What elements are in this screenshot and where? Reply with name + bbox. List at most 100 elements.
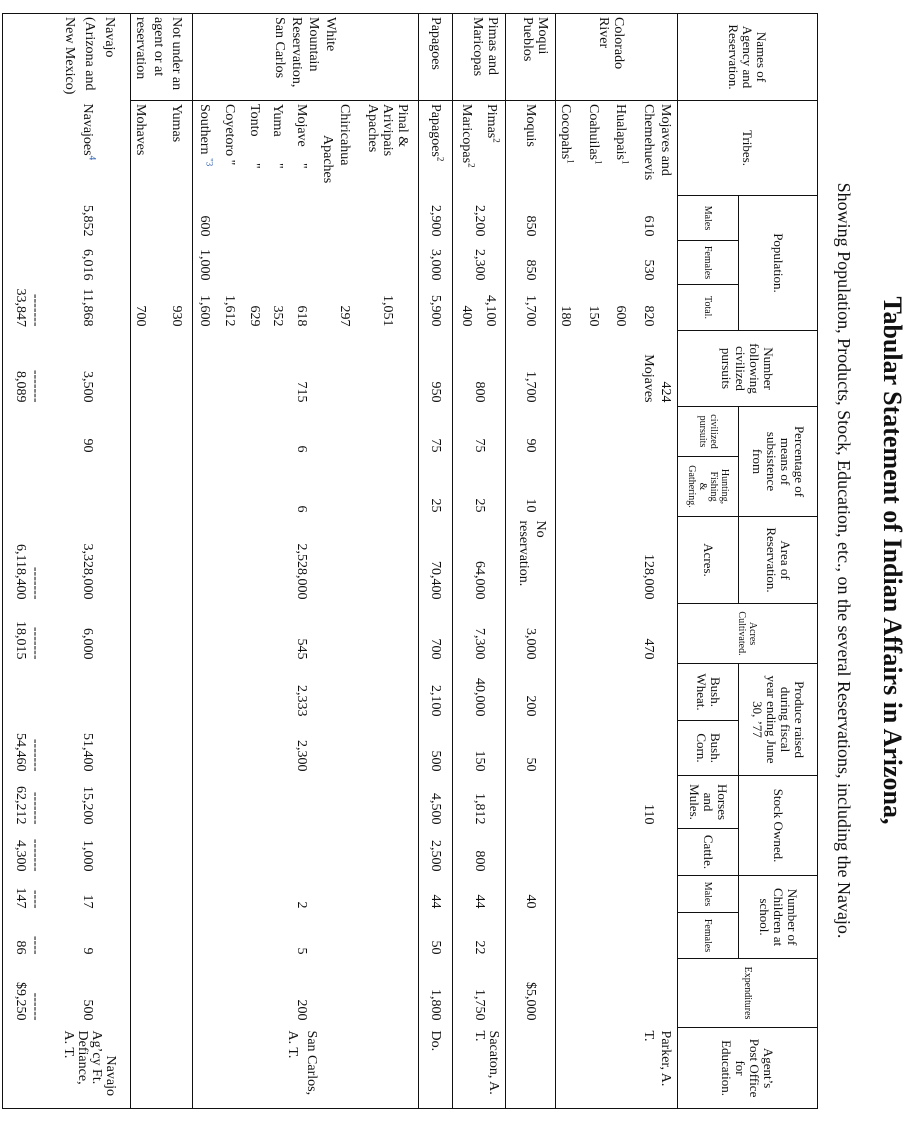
cell-text: New Mexico) bbox=[62, 17, 78, 95]
table-cell: 800 bbox=[452, 330, 506, 407]
cell-text: Coyetoro " bbox=[223, 101, 238, 196]
cell-text: Papagoes bbox=[428, 17, 444, 70]
cell-text: Parker, A. bbox=[658, 1030, 673, 1087]
cell-text: San Carlos bbox=[272, 17, 287, 79]
header-cattle: Cattle. bbox=[677, 828, 739, 876]
cell-text: 1,612 bbox=[222, 295, 238, 327]
cell-text: Moquis bbox=[523, 104, 538, 147]
tribe-name: Navajoes bbox=[80, 103, 96, 156]
cell-text: ------ bbox=[28, 992, 44, 1021]
cell-text: 1,700 bbox=[523, 295, 538, 327]
cell-text: ------- bbox=[28, 838, 44, 872]
cell-text: 40 bbox=[523, 894, 538, 909]
cell-text: No bbox=[533, 520, 548, 538]
tribe-name: Papagoes bbox=[428, 104, 444, 157]
table-cell: 150 bbox=[452, 720, 506, 776]
table-cell: 2,900 bbox=[418, 195, 453, 241]
cell-text: T. bbox=[641, 1030, 656, 1042]
table-row: Moqui Pueblos Moquis 850 850 1,700 1,700 90 10 No… bbox=[505, 13, 556, 1109]
table-cell: 2,300 bbox=[452, 240, 506, 285]
cell-text: Mojaves and bbox=[658, 104, 673, 176]
cell-text: Moqui bbox=[535, 17, 550, 55]
table-cell: 6 bbox=[192, 456, 419, 517]
cell-text: Apaches bbox=[365, 104, 381, 153]
cell-text: 850 bbox=[523, 215, 538, 237]
table-cell: Not under an agent or at reservation bbox=[130, 13, 193, 101]
cell-text: Yumas bbox=[169, 104, 185, 143]
table-cell bbox=[130, 958, 193, 1028]
cell-text: 8,089 bbox=[13, 371, 29, 403]
table-row: Pimas and Maricopas Pimas2 Maricopas2 2,200 2… bbox=[452, 13, 506, 1109]
cell-text: Hualapais1 bbox=[613, 101, 631, 196]
table-cell: 7,300 bbox=[452, 603, 506, 664]
table-cell bbox=[130, 875, 193, 913]
cell-text: 1,800 bbox=[428, 989, 444, 1021]
cell-text: 600 bbox=[613, 305, 628, 327]
statement-table: Names of Agency and Reservation. Tribes.… bbox=[2, 13, 818, 1110]
header-row: Names of Agency and Reservation. Tribes.… bbox=[677, 13, 818, 1109]
table-cell: 90 bbox=[505, 406, 556, 457]
table-cell: 2 bbox=[192, 875, 419, 913]
cell-text: 2 bbox=[294, 901, 310, 909]
table-row: White Mountain Reservation, San Carlos Pinal… bbox=[192, 13, 419, 1109]
cell-text: San Carlos, bbox=[304, 1030, 320, 1096]
tribe-name: Tonto bbox=[247, 104, 263, 137]
table-cell: 500 bbox=[418, 720, 453, 776]
cell-text: 7,300 bbox=[472, 628, 488, 660]
table-cell: 820 600 150 180 bbox=[555, 284, 678, 331]
table-cell: 1,812 bbox=[452, 775, 506, 829]
table-cell bbox=[130, 603, 193, 664]
table-cell: 50 bbox=[418, 912, 453, 959]
header-horses: Horses and Mules. bbox=[677, 775, 739, 829]
table-cell: 25 bbox=[452, 456, 506, 517]
cell-text: Pimas and bbox=[485, 17, 500, 75]
table-cell: 610 bbox=[555, 195, 678, 241]
cell-text: 400 bbox=[459, 305, 475, 327]
table-cell: 64,000 bbox=[452, 516, 506, 604]
cell-text: 2,100 bbox=[428, 685, 444, 717]
table-row: Papagoes Papagoes2 2,900 3,000 5,900 950 75 25 7… bbox=[418, 13, 453, 1109]
footnote-marker: 1 bbox=[593, 160, 604, 165]
cell-text: 500 bbox=[80, 999, 96, 1021]
cell-text: Yuma " bbox=[271, 101, 286, 196]
cell-text: 1,700 bbox=[523, 371, 538, 403]
cell-text: 500 bbox=[428, 750, 444, 772]
cell-text: T. bbox=[472, 1030, 487, 1042]
table-cell: 6,016 bbox=[2, 240, 131, 285]
cell-text: 4,100 bbox=[483, 295, 498, 327]
table-cell: 530 bbox=[555, 240, 678, 285]
cell-text: 1,750 bbox=[472, 989, 488, 1021]
cell-text: Arivipais bbox=[380, 104, 396, 157]
table-cell: 9 ---- 86 bbox=[2, 912, 131, 959]
table-cell: 600 bbox=[192, 195, 419, 241]
table-cell: 200 bbox=[192, 958, 419, 1028]
header-acres-cultivated: Acres Cultivated. bbox=[677, 603, 818, 664]
cell-text: 50 bbox=[428, 940, 444, 955]
cell-text: 200 bbox=[294, 999, 310, 1021]
cell-text: ------- bbox=[28, 626, 44, 660]
table-cell: $5,000 bbox=[505, 958, 556, 1028]
header-area: Area of Reservation. bbox=[738, 516, 818, 604]
footnote-marker: 1 bbox=[620, 159, 631, 165]
table-cell bbox=[555, 958, 678, 1028]
header-population: Population. bbox=[738, 195, 818, 331]
table-cell: Colorado River bbox=[555, 13, 678, 101]
header-tribes: Tribes. bbox=[677, 100, 818, 196]
header-percentage: Percentage of means of subsistence from bbox=[738, 406, 818, 517]
cell-text: Defiance, bbox=[75, 1030, 90, 1085]
cell-text: 530 bbox=[641, 259, 656, 281]
table-cell: 850 bbox=[505, 195, 556, 241]
cell-text: Navajo bbox=[102, 17, 118, 58]
table-cell: 2,528,000 bbox=[192, 516, 419, 604]
table-cell: 930 700 bbox=[130, 284, 193, 331]
cell-text: Papagoes2 bbox=[428, 101, 447, 196]
cell-text: 2,500 bbox=[428, 840, 444, 872]
table-cell: 470 bbox=[555, 603, 678, 664]
cell-text: ------- bbox=[28, 738, 44, 772]
table-cell bbox=[555, 828, 678, 876]
cell-text: 75 bbox=[472, 438, 488, 453]
table-cell: Mojaves and Chemehuevis Hualapais1 Coahuila… bbox=[555, 100, 678, 196]
cell-text: 17 bbox=[80, 894, 96, 909]
table-cell: 2,300 bbox=[192, 720, 419, 776]
table-cell bbox=[130, 456, 193, 517]
